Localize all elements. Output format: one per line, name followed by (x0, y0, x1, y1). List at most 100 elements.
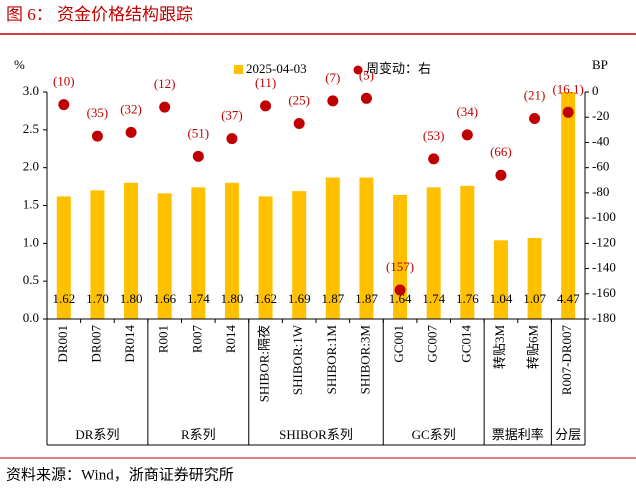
x-tick-label: GC001 (391, 325, 406, 363)
change-label: (66) (490, 144, 512, 159)
bar (258, 196, 273, 319)
y2-tick-label: -100 (592, 209, 616, 224)
x-tick-label: R007 (189, 325, 204, 354)
change-label: (11) (255, 75, 276, 90)
group-label: R系列 (181, 427, 216, 442)
change-dot (529, 112, 541, 124)
page-title: 图 6： 资金价格结构跟踪 (6, 5, 193, 24)
change-dot (495, 169, 507, 181)
change-label: (10) (53, 74, 75, 89)
change-label: (51) (187, 125, 209, 140)
y2-tick-label: -80 (592, 184, 609, 199)
bar (191, 187, 206, 319)
change-dot (428, 153, 440, 165)
y2-tick-label: -140 (592, 260, 616, 275)
legend-label: 周变动：右 (366, 61, 431, 76)
change-dot (58, 99, 70, 111)
change-dot (260, 100, 272, 112)
bar-value-label: 1.80 (221, 291, 244, 306)
change-label: (37) (221, 108, 243, 123)
bar-value-label: 1.74 (422, 291, 445, 306)
bar (56, 196, 71, 319)
bar (90, 190, 105, 319)
bar (493, 240, 508, 319)
group-label: DR系列 (75, 427, 119, 442)
y2-tick-label: -40 (592, 133, 609, 148)
y-tick-label: 0.5 (23, 272, 39, 287)
group-label: GC系列 (412, 427, 456, 442)
bar-value-label: 1.62 (52, 291, 75, 306)
change-dot (192, 150, 204, 162)
bar-value-label: 1.70 (86, 291, 109, 306)
bar-value-label: 1.76 (456, 291, 479, 306)
x-tick-label: SHIBOR:3M (357, 325, 372, 395)
bar-value-label: 1.80 (120, 291, 143, 306)
change-dot (226, 133, 238, 145)
y-tick-label: 1.5 (23, 196, 39, 211)
change-dot (91, 130, 103, 142)
group-label: SHIBOR系列 (279, 427, 353, 442)
legend-bar-swatch (234, 65, 243, 74)
y-axis-label: % (14, 57, 25, 72)
group-label: 分层 (555, 427, 581, 442)
y-tick-label: 2.0 (23, 159, 39, 174)
change-label: (34) (456, 104, 478, 119)
x-tick-label: 转贴3M (492, 325, 507, 370)
change-dot (394, 284, 406, 296)
change-label: (7) (325, 70, 340, 85)
change-label: (25) (288, 93, 310, 108)
bar (124, 182, 139, 319)
legend-dot-swatch (353, 65, 363, 75)
change-dot (159, 101, 171, 113)
change-dot (125, 126, 137, 138)
change-dot (327, 95, 339, 107)
x-tick-label: SHIBOR:1W (290, 324, 305, 395)
y-tick-label: 3.0 (23, 83, 39, 98)
bar (325, 177, 340, 319)
change-dot (461, 129, 473, 141)
y-tick-label: 0.0 (23, 310, 39, 325)
change-dot (360, 92, 372, 104)
bar-value-label: 1.62 (254, 291, 277, 306)
bar (359, 177, 374, 319)
bar (157, 193, 172, 319)
x-tick-label: R007-DR007 (559, 325, 574, 396)
y2-tick-label: 0 (592, 83, 599, 98)
bar-value-label: 1.07 (523, 291, 546, 306)
x-tick-label: GC014 (458, 325, 473, 363)
x-tick-label: 转贴6M (526, 325, 541, 370)
change-dot (293, 118, 305, 130)
y2-axis-label: BP (592, 57, 608, 72)
group-label: 票据利率 (492, 427, 544, 442)
bar-value-label: 1.74 (187, 291, 210, 306)
bar (292, 191, 307, 319)
x-tick-label: GC007 (425, 325, 440, 363)
change-label: (157) (386, 259, 414, 274)
x-tick-label: DR014 (122, 325, 137, 363)
x-tick-label: SHIBOR:隔夜 (257, 325, 272, 402)
bar-value-label: 1.04 (490, 291, 513, 306)
legend-label: 2025-04-03 (246, 61, 307, 76)
bar-value-label: 1.87 (321, 291, 344, 306)
y-tick-label: 2.5 (23, 121, 39, 136)
x-tick-label: DR001 (55, 325, 70, 363)
bar (527, 238, 542, 319)
x-tick-label: R014 (223, 325, 238, 354)
bar-value-label: 1.66 (153, 291, 176, 306)
bar-value-label: 1.87 (355, 291, 378, 306)
bar (224, 182, 239, 319)
bar (426, 187, 441, 319)
x-tick-label: SHIBOR:1M (324, 325, 339, 395)
bar (561, 92, 576, 320)
bar (460, 185, 475, 319)
y2-tick-label: -120 (592, 234, 616, 249)
y-tick-label: 1.0 (23, 234, 39, 249)
x-tick-label: DR007 (88, 325, 103, 363)
change-label: (21) (524, 87, 546, 102)
source: 资料来源：Wind，浙商证券研究所 (6, 466, 234, 483)
bar-value-label: 1.64 (389, 291, 412, 306)
bar-value-label: 1.69 (288, 291, 311, 306)
x-tick-label: R001 (156, 325, 171, 353)
y2-tick-label: -20 (592, 108, 609, 123)
